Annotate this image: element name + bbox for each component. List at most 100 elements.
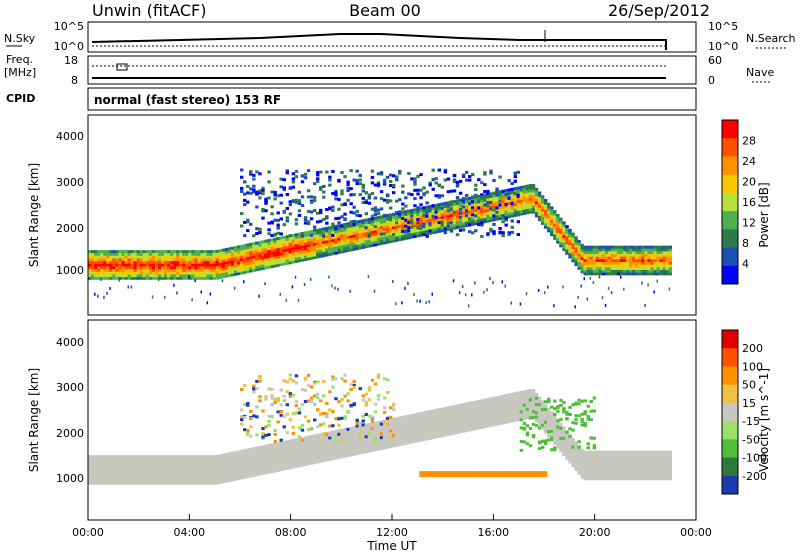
power-cell: [398, 169, 402, 173]
velocity-cell: [312, 447, 317, 451]
power-cell: [218, 251, 223, 255]
velocity-cell: [373, 434, 378, 438]
power-cell: [425, 229, 429, 233]
velocity-cell: [182, 465, 186, 469]
power-cell: [382, 178, 387, 182]
power-cell: [376, 181, 381, 185]
velocity-cell: [270, 387, 274, 391]
power-cell: [616, 251, 621, 254]
velocity-cell: [431, 428, 435, 432]
power-cell: [328, 242, 332, 246]
velocity-cell: [498, 403, 502, 407]
velocity-cell: [221, 480, 226, 484]
power-cell: [246, 220, 250, 224]
velocity-cell: [492, 412, 496, 416]
power-cell: [547, 285, 549, 289]
velocity-cell: [416, 417, 420, 421]
power-cell: [337, 224, 341, 228]
power-cell: [407, 214, 411, 218]
power-cell: [474, 222, 478, 226]
power-cell: [209, 268, 213, 272]
power-cell: [492, 204, 496, 208]
power-cell: [607, 248, 612, 252]
velocity-cell: [489, 418, 493, 422]
power-cell: [215, 257, 220, 261]
power-cell: [620, 264, 624, 268]
velocity-cell: [206, 460, 210, 464]
power-cell: [258, 248, 262, 252]
velocity-cell: [540, 423, 545, 427]
velocity-cell: [452, 428, 457, 432]
velocity-cell: [139, 455, 144, 459]
power-cell: [361, 243, 365, 247]
power-cell: [221, 253, 226, 257]
power-cell: [291, 247, 296, 251]
velocity-cell: [294, 400, 299, 404]
velocity-cell: [279, 413, 283, 417]
velocity-cell: [285, 431, 289, 435]
power-cell: [173, 283, 175, 287]
power-cell: [264, 260, 268, 264]
power-cell: [510, 214, 514, 218]
velocity-cell: [419, 420, 423, 424]
power-cell: [474, 229, 478, 233]
velocity-cell: [185, 455, 189, 459]
velocity-cell: [437, 432, 441, 436]
velocity-cell: [197, 476, 201, 480]
power-cell: [316, 228, 320, 232]
velocity-cell: [322, 443, 326, 447]
velocity-cell: [236, 477, 241, 481]
power-cell: [495, 196, 499, 200]
power-cell: [197, 255, 201, 259]
velocity-cell: [270, 394, 274, 398]
power-cell: [361, 219, 365, 223]
velocity-cell: [428, 418, 432, 422]
velocity-cell: [267, 444, 271, 448]
velocity-cell: [373, 436, 378, 440]
power-cell: [255, 170, 259, 174]
power-cell: [638, 259, 642, 262]
power-cell: [559, 220, 563, 224]
power-cell: [419, 220, 423, 224]
velocity-cell: [285, 458, 289, 462]
velocity-cell: [294, 411, 299, 415]
power-cell: [249, 170, 253, 174]
velocity-cell: [486, 421, 490, 425]
velocity-cell: [230, 454, 235, 458]
power-cell: [157, 274, 162, 278]
velocity-cell: [428, 423, 432, 427]
power-cell: [279, 193, 283, 197]
power-cell: [246, 218, 250, 222]
velocity-cell: [294, 446, 299, 450]
velocity-cell: [547, 423, 551, 427]
power-cell: [346, 198, 350, 202]
velocity-cell: [151, 476, 156, 480]
power-cell: [173, 268, 177, 272]
power-cell: [121, 274, 125, 278]
velocity-cell: [309, 440, 314, 444]
power-cell: [471, 217, 475, 221]
velocity-cell: [215, 468, 220, 472]
power-cell: [513, 203, 517, 207]
velocity-cell: [127, 465, 131, 469]
power-cell: [653, 261, 657, 265]
velocity-cell: [258, 448, 262, 452]
power-cell: [650, 264, 654, 268]
velocity-cell: [440, 426, 445, 430]
cpid-text: normal (fast stereo) 153 RF: [94, 93, 281, 107]
velocity-cell: [367, 422, 372, 426]
power-cell: [668, 272, 673, 276]
power-cell: [395, 214, 399, 218]
velocity-cell: [291, 431, 296, 435]
velocity-cell: [346, 427, 350, 431]
power-cell: [449, 219, 454, 223]
velocity-cell: [352, 439, 356, 443]
velocity-cell: [340, 404, 344, 408]
velocity-cell: [474, 427, 478, 431]
power-cell: [589, 269, 593, 273]
velocity-cell: [97, 471, 101, 475]
velocity-cell: [540, 421, 545, 425]
power-cell: [148, 274, 153, 278]
power-cell: [401, 210, 405, 214]
velocity-cell: [352, 444, 356, 448]
